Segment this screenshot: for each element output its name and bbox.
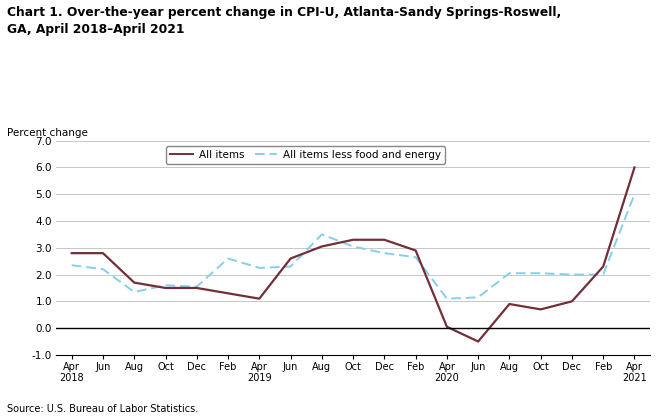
All items less food and energy (162, 283, 170, 288)
All items less food and energy (255, 265, 263, 270)
All items less food and energy (380, 251, 388, 256)
All items (380, 237, 388, 242)
All items (193, 286, 201, 291)
All items less food and energy (193, 284, 201, 289)
All items (224, 291, 232, 296)
All items (474, 339, 482, 344)
All items less food and energy (130, 289, 138, 294)
All items less food and energy (474, 295, 482, 300)
All items (443, 324, 451, 329)
Text: Source: U.S. Bureau of Labor Statistics.: Source: U.S. Bureau of Labor Statistics. (7, 404, 198, 414)
All items less food and energy (443, 296, 451, 301)
All items (568, 299, 576, 304)
All items less food and energy (349, 244, 357, 249)
All items (630, 165, 638, 170)
Legend: All items, All items less food and energy: All items, All items less food and energ… (166, 146, 445, 164)
All items (506, 302, 513, 307)
All items (130, 280, 138, 285)
All items (599, 264, 607, 269)
All items (349, 237, 357, 242)
All items less food and energy (506, 271, 513, 276)
Line: All items less food and energy: All items less food and energy (72, 194, 634, 299)
All items (162, 286, 170, 291)
All items less food and energy (537, 271, 544, 276)
Line: All items: All items (72, 168, 634, 341)
All items (68, 251, 76, 256)
Text: GA, April 2018–April 2021: GA, April 2018–April 2021 (7, 23, 184, 36)
All items less food and energy (318, 232, 326, 237)
All items (99, 251, 107, 256)
All items less food and energy (68, 262, 76, 268)
All items less food and energy (224, 256, 232, 261)
All items less food and energy (599, 272, 607, 277)
All items less food and energy (412, 255, 420, 260)
All items (412, 248, 420, 253)
All items (255, 296, 263, 301)
All items (318, 244, 326, 249)
All items (286, 256, 294, 261)
All items (537, 307, 544, 312)
Text: Percent change: Percent change (7, 128, 88, 138)
All items less food and energy (99, 267, 107, 272)
All items less food and energy (630, 192, 638, 197)
All items less food and energy (286, 264, 294, 269)
All items less food and energy (568, 272, 576, 277)
Text: Chart 1. Over-the-year percent change in CPI-U, Atlanta-Sandy Springs-Roswell,: Chart 1. Over-the-year percent change in… (7, 6, 561, 19)
